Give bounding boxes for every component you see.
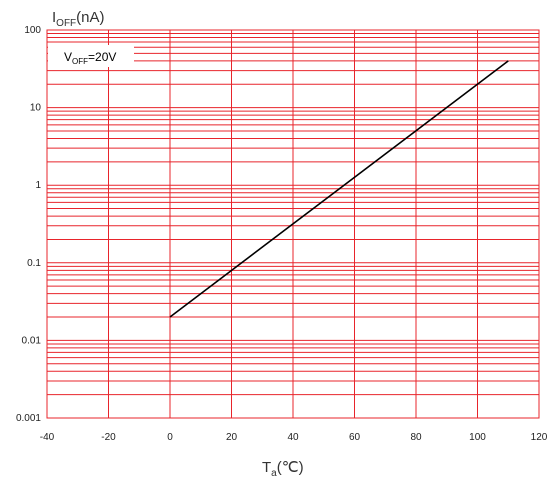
x-tick-label: 120 (531, 432, 548, 443)
x-axis-title-sub: a (271, 468, 277, 479)
legend-sub: OFF (72, 57, 88, 66)
x-tick-label: 80 (410, 432, 422, 443)
y-tick-labels: 0.001 0.01 0.1 1 10 100 (16, 25, 41, 424)
x-tick-label: -40 (40, 432, 55, 443)
y-tick-label: 10 (30, 103, 42, 114)
legend-background (48, 45, 134, 67)
x-tick-labels: -40 -20 0 20 40 60 80 100 120 (40, 432, 548, 443)
y-tick-label: 0.1 (27, 258, 41, 269)
x-tick-label: 20 (226, 432, 238, 443)
x-tick-label: 40 (287, 432, 299, 443)
legend-label: VOFF=20V (64, 50, 116, 66)
y-tick-label: 100 (24, 25, 41, 36)
series-group (169, 60, 509, 318)
y-tick-label: 0.001 (16, 413, 41, 424)
y-tick-label: 0.01 (22, 335, 42, 346)
legend-main: V (64, 50, 72, 64)
ioff-series-line (169, 60, 509, 318)
legend-box: VOFF=20V (48, 45, 134, 67)
grid-lines (46, 30, 540, 419)
x-axis-title-unit: (℃) (277, 459, 304, 476)
y-axis-title-main: I (52, 9, 56, 26)
x-tick-label: 100 (469, 432, 486, 443)
y-axis-title-sub: OFF (56, 18, 76, 29)
x-axis-title-main: T (262, 459, 271, 476)
x-axis-title: Ta(℃) (262, 459, 304, 479)
x-tick-label: -20 (101, 432, 116, 443)
y-axis-title: IOFF(nA) (52, 9, 105, 29)
x-tick-label: 0 (167, 432, 173, 443)
y-axis-title-unit: (nA) (76, 9, 104, 26)
legend-rest: =20V (88, 50, 116, 64)
y-tick-label: 1 (35, 180, 41, 191)
plot-area-frame (46, 29, 540, 419)
x-tick-label: 60 (349, 432, 361, 443)
